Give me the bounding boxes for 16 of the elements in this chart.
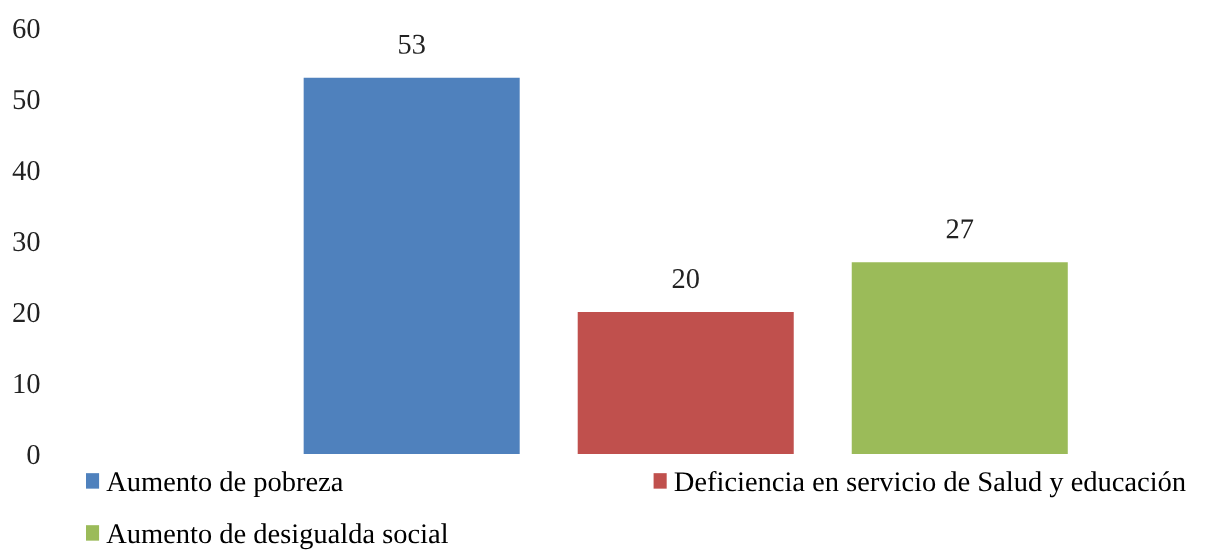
y-tick-label: 0: [27, 444, 40, 465]
data-label: 53: [399, 34, 425, 54]
y-tick-label: 30: [13, 231, 40, 252]
legend-label: Aumento de desigualda social: [106, 523, 449, 550]
y-tick-label: 10: [14, 373, 40, 394]
data-label: 20: [672, 268, 699, 289]
bar: [851, 262, 1068, 454]
legend-label: Aumento de pobreza: [106, 471, 343, 498]
data-label: 27: [946, 219, 974, 239]
y-tick-label: 60: [13, 18, 40, 39]
legend-label: Deficiencia en servicio de Salud y educación: [674, 471, 1186, 498]
y-tick-label: 20: [13, 302, 40, 323]
y-tick-label: 40: [12, 160, 40, 181]
bar: [303, 77, 520, 454]
bar: [577, 312, 794, 454]
y-tick-label: 50: [13, 89, 40, 110]
